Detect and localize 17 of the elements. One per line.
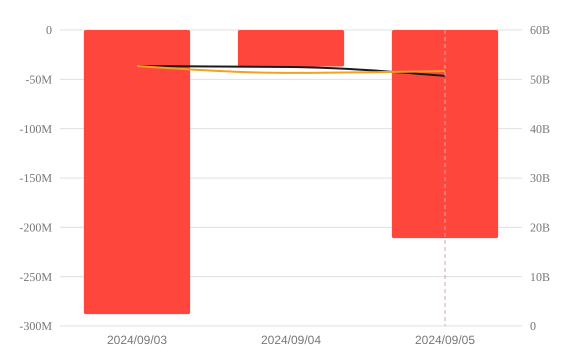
y2-tick-label: 40B: [530, 122, 550, 136]
y2-tick-label: 60B: [530, 23, 550, 38]
y2-tick-label: 30B: [530, 171, 550, 186]
y-tick-label: -150M: [19, 171, 52, 186]
y-tick-label: -250M: [19, 270, 52, 284]
y2-tick-label: 10B: [530, 270, 550, 284]
x-tick-label: 2024/09/05: [414, 333, 476, 347]
y-tick-label: -300M: [19, 319, 52, 334]
y-tick-label: -50M: [25, 72, 52, 87]
x-tick-label: 2024/09/03: [106, 333, 168, 347]
y2-tick-label: 20B: [530, 220, 550, 235]
y2-tick-label: 50B: [530, 72, 550, 87]
y-tick-label: -100M: [19, 122, 52, 136]
x-tick-label: 2024/09/04: [260, 333, 322, 347]
y-tick-label: -200M: [19, 220, 52, 235]
y2-tick-label: 0: [530, 319, 536, 334]
y-tick-label: 0: [46, 23, 52, 38]
